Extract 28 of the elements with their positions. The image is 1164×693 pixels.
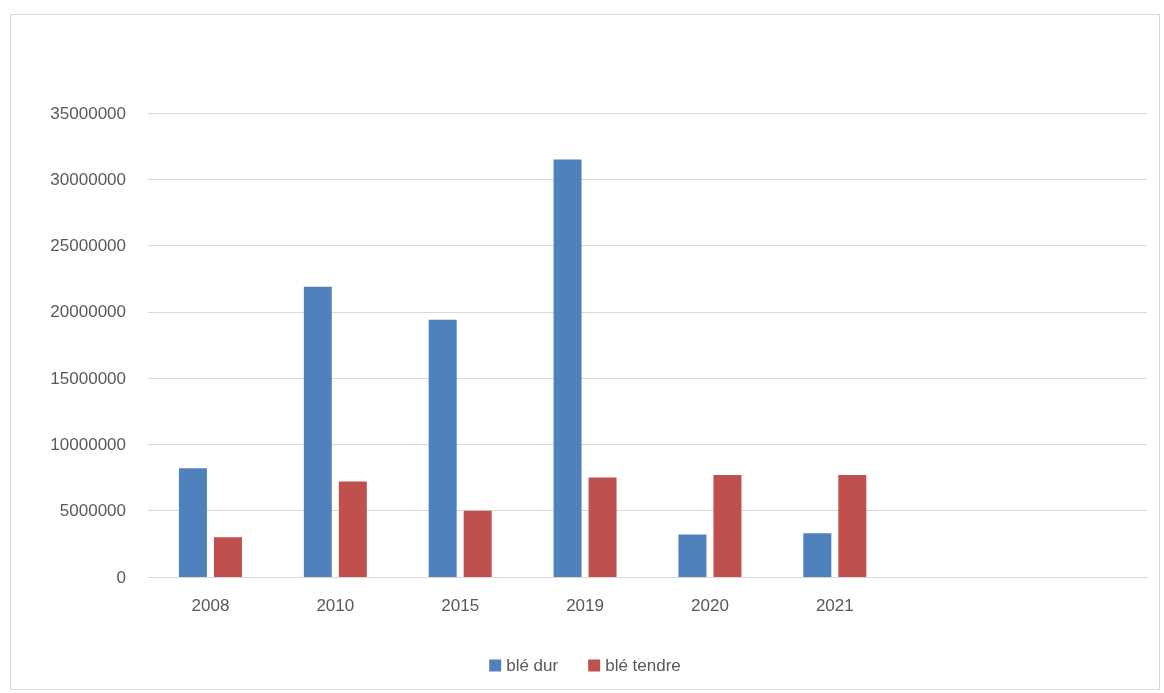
y-tick-label: 20000000 bbox=[50, 302, 126, 322]
y-tick-label: 15000000 bbox=[50, 368, 126, 388]
bar bbox=[553, 159, 582, 577]
x-tick-label: 2020 bbox=[691, 596, 729, 615]
bar bbox=[303, 286, 332, 577]
bar bbox=[463, 510, 492, 577]
legend-label: blé dur bbox=[506, 656, 559, 675]
bar bbox=[803, 533, 832, 577]
y-tick-label: 35000000 bbox=[50, 103, 126, 123]
x-tick-label: 2010 bbox=[316, 596, 355, 615]
y-tick-label: 0 bbox=[116, 567, 126, 587]
bar bbox=[713, 474, 742, 577]
x-tick-label: 2015 bbox=[441, 596, 480, 615]
bar bbox=[338, 481, 367, 577]
y-tick-label: 25000000 bbox=[50, 236, 126, 256]
legend-label: blé tendre bbox=[605, 656, 681, 675]
x-tick-label: 2008 bbox=[191, 596, 230, 615]
bar bbox=[678, 534, 707, 577]
x-tick-label: 2021 bbox=[815, 596, 854, 615]
bar bbox=[213, 537, 242, 577]
bar bbox=[588, 477, 617, 577]
y-tick-label: 10000000 bbox=[50, 434, 126, 454]
bar bbox=[428, 319, 457, 577]
x-tick-label: 2019 bbox=[566, 596, 604, 615]
bar bbox=[178, 468, 207, 577]
y-tick-label: 5000000 bbox=[59, 501, 126, 521]
y-tick-label: 30000000 bbox=[50, 169, 126, 189]
bar bbox=[838, 474, 867, 577]
